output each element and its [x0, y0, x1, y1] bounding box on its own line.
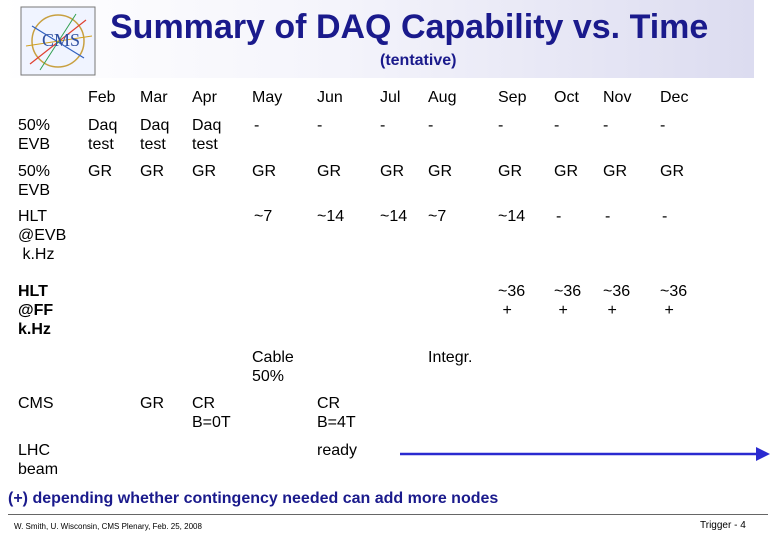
footer-divider [8, 514, 768, 515]
table-cell: GR [428, 163, 452, 180]
table-cell: ready [317, 442, 358, 459]
table-cell: GR [603, 163, 627, 180]
table-cell: GR [554, 163, 578, 180]
row-label: 50% EVB [18, 163, 51, 199]
table-cell: - [554, 117, 560, 134]
table-cell: Daq test [88, 117, 118, 153]
table-cell: Daq test [140, 117, 170, 153]
row-label: 50% EVB [18, 117, 51, 153]
table-cell: CR B=4T [317, 395, 356, 431]
month-header: May [252, 89, 283, 106]
month-header: Dec [660, 89, 689, 106]
header-band [0, 0, 754, 78]
month-header: Jun [317, 89, 343, 106]
beam-arrow-icon [400, 447, 770, 461]
svg-text:CMS: CMS [42, 30, 80, 50]
footnote: (+) depending whether contingency needed… [8, 490, 499, 507]
month-header: Mar [140, 89, 168, 106]
table-cell: GR [140, 163, 164, 180]
table-cell: ~36 + [554, 283, 582, 319]
table-cell: - [556, 208, 562, 225]
month-header: Aug [428, 89, 457, 106]
page-title: Summary of DAQ Capability vs. Time [110, 8, 709, 46]
month-header: Apr [192, 89, 217, 106]
table-cell: GR [317, 163, 341, 180]
table-cell: ~36 + [603, 283, 631, 319]
footer-author: W. Smith, U. Wisconsin, CMS Plenary, Feb… [14, 522, 202, 531]
table-cell: - [605, 208, 611, 225]
table-cell: - [254, 117, 260, 134]
table-cell: GR [140, 395, 164, 412]
table-cell: GR [498, 163, 522, 180]
table-cell: ~14 [317, 208, 345, 225]
row-label: HLT @EVB k.Hz [18, 208, 67, 263]
page-subtitle: (tentative) [380, 52, 457, 69]
table-cell: Daq test [192, 117, 222, 153]
table-cell: GR [380, 163, 404, 180]
table-cell: GR [660, 163, 684, 180]
table-cell: ~14 [498, 208, 526, 225]
row-label: CMS [18, 395, 54, 412]
cms-logo-icon: CMS [20, 6, 96, 76]
table-cell: - [603, 117, 609, 134]
cable-milestone: Cable 50% [252, 349, 294, 385]
table-cell: - [317, 117, 323, 134]
table-cell: CR B=0T [192, 395, 231, 431]
month-header: Sep [498, 89, 527, 106]
table-cell: - [380, 117, 386, 134]
month-header: Nov [603, 89, 632, 106]
integr-milestone: Integr. [428, 349, 473, 366]
table-cell: ~36 + [498, 283, 526, 319]
table-cell: - [660, 117, 666, 134]
table-cell: - [428, 117, 434, 134]
table-cell: - [662, 208, 668, 225]
month-header: Oct [554, 89, 579, 106]
month-header: Feb [88, 89, 116, 106]
row-label: LHC beam [18, 442, 59, 478]
table-cell: ~14 [380, 208, 408, 225]
table-cell: ~36 + [660, 283, 688, 319]
month-header: Jul [380, 89, 401, 106]
table-cell: GR [192, 163, 216, 180]
table-cell: GR [88, 163, 112, 180]
table-cell: ~7 [254, 208, 273, 225]
row-label: HLT @FF k.Hz [18, 283, 54, 338]
table-cell: - [498, 117, 504, 134]
table-cell: GR [252, 163, 276, 180]
table-cell: ~7 [428, 208, 447, 225]
footer-page: Trigger - 4 [700, 520, 746, 531]
